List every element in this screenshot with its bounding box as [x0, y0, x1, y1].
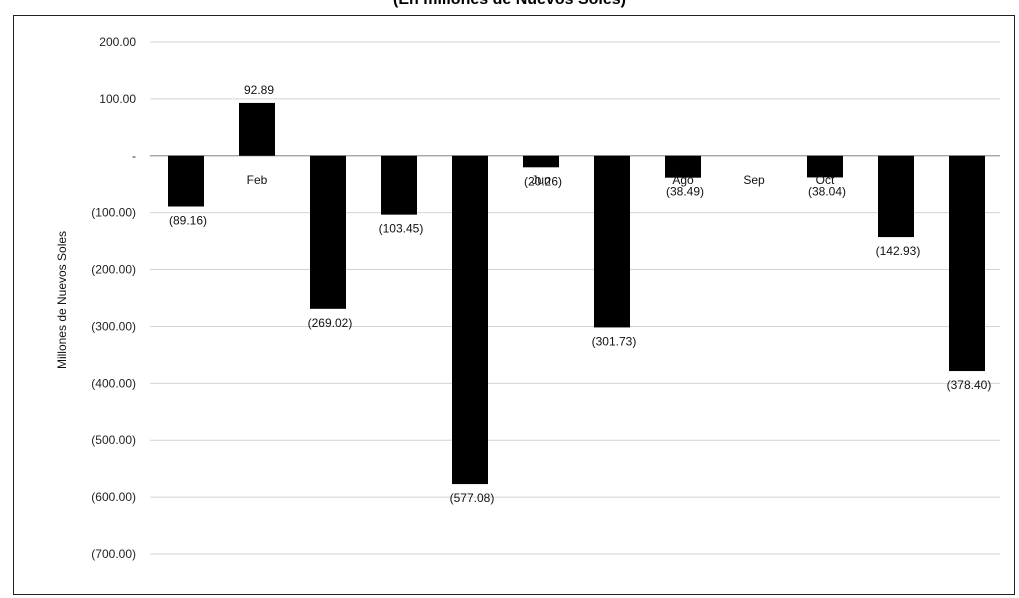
chart-frame: [13, 15, 1015, 595]
data-label: (38.49): [666, 185, 704, 199]
y-tick-label: (300.00): [91, 319, 136, 333]
x-tick-label: Oct: [816, 173, 835, 187]
data-label: 92.89: [244, 83, 274, 97]
bar: [168, 155, 204, 207]
data-label: (142.93): [876, 244, 921, 258]
y-tick-label: (100.00): [91, 206, 136, 220]
bar: [949, 155, 985, 372]
gridlines: [150, 41, 1000, 555]
y-tick-label: (700.00): [91, 547, 136, 561]
x-tick-label: Sep: [743, 173, 765, 187]
bar: [381, 155, 417, 215]
y-axis: 200.00 100.00 - (100.00) (200.00) (300.00) (40…: [91, 35, 136, 561]
data-label: (269.02): [308, 316, 353, 330]
bar: [523, 155, 559, 168]
bar: [594, 155, 630, 328]
y-tick-label: (600.00): [91, 490, 136, 504]
data-label: (577.08): [450, 491, 495, 505]
x-axis-categories: Feb Jun Ago Sep Oct: [247, 173, 835, 187]
data-label: (89.16): [169, 213, 207, 227]
bar: [310, 155, 346, 309]
data-label: (301.73): [592, 334, 637, 348]
bar: [452, 155, 488, 485]
x-tick-label: Feb: [247, 173, 268, 187]
data-label: (378.40): [947, 378, 992, 392]
y-tick-label: 100.00: [99, 92, 136, 106]
data-label: (38.04): [808, 184, 846, 198]
x-tick-label: Ago: [672, 173, 694, 187]
bar: [239, 102, 275, 156]
data-label: (103.45): [379, 222, 424, 236]
y-tick-label: 200.00: [99, 35, 136, 49]
y-tick-label: (400.00): [91, 376, 136, 390]
y-tick-label: (200.00): [91, 263, 136, 277]
data-label: (20.26): [524, 174, 562, 188]
bar: [878, 155, 914, 238]
bar: [665, 155, 701, 178]
data-labels: (89.16) 92.89 (269.02) (103.45) (577.08) (20.…: [169, 83, 991, 505]
y-tick-label: -: [132, 149, 136, 163]
bar: [807, 155, 843, 178]
y-axis-label: Millones de Nuevos Soles: [55, 231, 69, 369]
bars: [168, 102, 985, 485]
y-tick-label: (500.00): [91, 433, 136, 447]
x-tick-label: Jun: [531, 173, 550, 187]
chart-title: (En millones de Nuevos Soles): [0, 0, 1019, 9]
